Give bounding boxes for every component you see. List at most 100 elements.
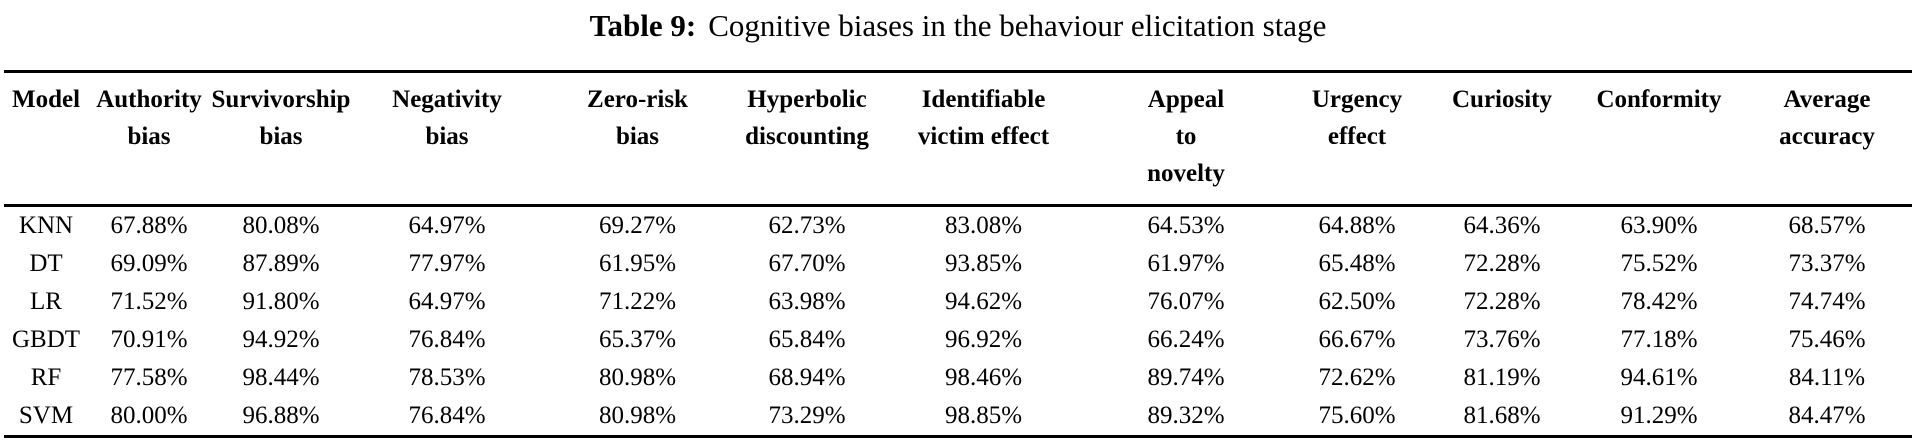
value-cell-curiosity: 81.19% xyxy=(1463,364,1541,391)
value-cell-authority-bias: 67.88% xyxy=(110,212,188,239)
table-header-row: Model Authority bias Survivorship bias Negati… xyxy=(4,72,1912,206)
model-cell: KNN xyxy=(18,212,74,239)
value-cell-negativity-bias: 76.84% xyxy=(408,402,486,429)
value-cell-appeal-to-novelty: 64.53% xyxy=(1147,212,1225,239)
table-row-lr: LR 71.52% 91.80% 64.97% 71.22% 63.98% 94.62% 76… xyxy=(4,283,1912,321)
value-cell-zero-risk-bias: 61.95% xyxy=(598,250,677,277)
value-cell-zero-risk-bias: 69.27% xyxy=(598,212,677,239)
column-header-identifiable-victim-effect: Identifiable victim effect xyxy=(881,72,1086,206)
value-cell-identifiable-victim-effect: 94.62% xyxy=(944,288,1023,315)
value-cell-appeal-to-novelty: 89.74% xyxy=(1147,364,1225,391)
column-header-authority-bias: Authority bias xyxy=(88,72,210,206)
value-cell-conformity: 77.18% xyxy=(1620,326,1698,353)
column-header-line: Urgency xyxy=(1311,86,1403,113)
column-header-urgency-effect: Urgency effect xyxy=(1286,72,1428,206)
table-caption-text: Cognitive biases in the behaviour elicit… xyxy=(708,8,1327,43)
value-cell-negativity-bias: 76.84% xyxy=(408,326,486,353)
value-cell-conformity: 91.29% xyxy=(1620,402,1698,429)
value-cell-authority-bias: 70.91% xyxy=(110,326,188,353)
value-cell-average-accuracy: 68.57% xyxy=(1788,212,1866,239)
column-header-line: Appeal xyxy=(1147,86,1225,113)
column-header-line: accuracy xyxy=(1779,123,1875,150)
value-cell-negativity-bias: 78.53% xyxy=(408,364,486,391)
value-cell-appeal-to-novelty: 61.97% xyxy=(1147,250,1225,277)
column-header-appeal-to-novelty: Appeal to novelty xyxy=(1086,72,1286,206)
value-cell-survivorship-bias: 96.88% xyxy=(242,402,320,429)
column-header-negativity-bias: Negativity bias xyxy=(352,72,542,206)
value-cell-curiosity: 81.68% xyxy=(1463,402,1541,429)
column-header-line: victim effect xyxy=(917,123,1050,150)
value-cell-conformity: 78.42% xyxy=(1620,288,1698,315)
column-header-line: Zero-risk xyxy=(587,86,688,113)
value-cell-urgency-effect: 64.88% xyxy=(1318,212,1396,239)
column-header-survivorship-bias: Survivorship bias xyxy=(210,72,352,206)
value-cell-identifiable-victim-effect: 83.08% xyxy=(944,212,1023,239)
value-cell-authority-bias: 77.58% xyxy=(110,364,188,391)
table-row-rf: RF 77.58% 98.44% 78.53% 80.98% 68.94% 98.46% 89… xyxy=(4,359,1912,397)
value-cell-average-accuracy: 84.47% xyxy=(1788,402,1866,429)
value-cell-urgency-effect: 62.50% xyxy=(1318,288,1396,315)
value-cell-conformity: 75.52% xyxy=(1620,250,1698,277)
value-cell-negativity-bias: 64.97% xyxy=(408,288,486,315)
value-cell-average-accuracy: 84.11% xyxy=(1788,364,1866,391)
value-cell-urgency-effect: 75.60% xyxy=(1318,402,1396,429)
column-header-curiosity: Curiosity xyxy=(1428,72,1576,206)
value-cell-conformity: 94.61% xyxy=(1620,364,1698,391)
value-cell-zero-risk-bias: 65.37% xyxy=(598,326,677,353)
value-cell-negativity-bias: 64.97% xyxy=(408,212,486,239)
model-cell: LR xyxy=(30,288,62,315)
column-header-line: Average xyxy=(1783,86,1871,113)
column-header-line: bias xyxy=(425,123,469,150)
column-header-line: Conformity xyxy=(1596,86,1722,113)
value-cell-authority-bias: 80.00% xyxy=(110,402,188,429)
model-cell: SVM xyxy=(18,402,74,429)
value-cell-urgency-effect: 66.67% xyxy=(1318,326,1396,353)
column-header-zero-risk-bias: Zero-risk bias xyxy=(542,72,733,206)
column-header-line: to xyxy=(1175,123,1197,150)
value-cell-identifiable-victim-effect: 93.85% xyxy=(944,250,1023,277)
table-row-knn: KNN 67.88% 80.08% 64.97% 69.27% 62.73% 83.08% 6… xyxy=(4,206,1912,246)
value-cell-authority-bias: 71.52% xyxy=(110,288,188,315)
value-cell-curiosity: 72.28% xyxy=(1463,288,1541,315)
value-cell-urgency-effect: 72.62% xyxy=(1318,364,1396,391)
column-header-line: Survivorship xyxy=(211,86,351,113)
column-header-line: bias xyxy=(615,123,660,150)
value-cell-identifiable-victim-effect: 98.85% xyxy=(944,402,1023,429)
value-cell-curiosity: 73.76% xyxy=(1463,326,1541,353)
value-cell-average-accuracy: 75.46% xyxy=(1788,326,1866,353)
column-header-line: Authority xyxy=(96,86,202,113)
model-cell: RF xyxy=(30,364,62,391)
table-row-dt: DT 69.09% 87.89% 77.97% 61.95% 67.70% 93.85% 61… xyxy=(4,245,1912,283)
value-cell-hyperbolic-discounting: 63.98% xyxy=(768,288,846,315)
column-header-line: Curiosity xyxy=(1452,86,1552,113)
column-header-line: Model xyxy=(11,86,81,113)
value-cell-appeal-to-novelty: 66.24% xyxy=(1147,326,1225,353)
value-cell-survivorship-bias: 94.92% xyxy=(242,326,320,353)
table-caption-label: Table 9: xyxy=(589,8,697,43)
column-header-model: Model xyxy=(4,72,88,206)
model-cell: GBDT xyxy=(11,326,81,353)
value-cell-hyperbolic-discounting: 67.70% xyxy=(768,250,846,277)
value-cell-hyperbolic-discounting: 73.29% xyxy=(768,402,846,429)
value-cell-hyperbolic-discounting: 68.94% xyxy=(768,364,846,391)
model-cell: DT xyxy=(29,250,63,277)
column-header-line: bias xyxy=(127,123,171,150)
value-cell-curiosity: 64.36% xyxy=(1463,212,1541,239)
column-header-line: bias xyxy=(259,123,303,150)
value-cell-average-accuracy: 74.74% xyxy=(1788,288,1866,315)
column-header-line: novelty xyxy=(1147,160,1225,187)
value-cell-survivorship-bias: 87.89% xyxy=(242,250,320,277)
value-cell-curiosity: 72.28% xyxy=(1463,250,1541,277)
column-header-hyperbolic-discounting: Hyperbolic discounting xyxy=(733,72,881,206)
value-cell-survivorship-bias: 91.80% xyxy=(242,288,320,315)
column-header-line: Identifiable xyxy=(921,86,1046,113)
value-cell-zero-risk-bias: 71.22% xyxy=(598,288,677,315)
cognitive-biases-table: Model Authority bias Survivorship bias Negati… xyxy=(4,70,1912,438)
value-cell-authority-bias: 69.09% xyxy=(110,250,188,277)
value-cell-urgency-effect: 65.48% xyxy=(1318,250,1396,277)
column-header-average-accuracy: Average accuracy xyxy=(1742,72,1912,206)
value-cell-appeal-to-novelty: 89.32% xyxy=(1147,402,1225,429)
value-cell-zero-risk-bias: 80.98% xyxy=(598,402,677,429)
value-cell-appeal-to-novelty: 76.07% xyxy=(1147,288,1225,315)
